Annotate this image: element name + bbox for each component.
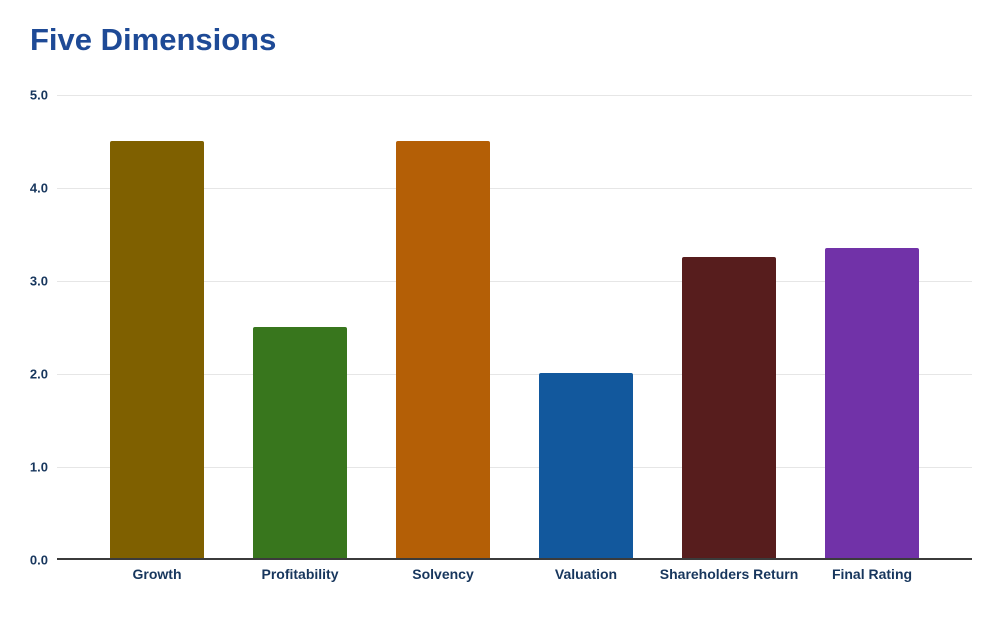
x-label-text: Shareholders Return: [659, 566, 799, 582]
x-label-text: Solvency: [412, 566, 474, 582]
gridline-5.0: [57, 95, 972, 96]
x-label-text: Growth: [132, 566, 182, 582]
gridline-1.0: [57, 467, 972, 468]
bar-final-rating: [825, 247, 919, 558]
bar-growth: [110, 141, 204, 558]
x-label-growth: Growth: [110, 566, 204, 582]
plot-area: [57, 95, 972, 560]
y-tick-label-3.0: 3.0: [29, 273, 48, 289]
y-tick-label-1.0: 1.0: [29, 459, 48, 475]
bar-profitability: [253, 326, 347, 558]
x-label-valuation: Valuation: [539, 566, 633, 582]
y-tick-label-5.0: 5.0: [29, 87, 48, 103]
chart-title: Five Dimensions: [30, 22, 277, 57]
y-tick-label-0.0: 0.0: [29, 552, 48, 568]
bars-row: [110, 95, 919, 558]
gridline-3.0: [57, 281, 972, 282]
x-label-text: Valuation: [554, 566, 618, 582]
x-label-text: Profitability: [261, 566, 339, 582]
x-axis-labels: Growth Profitability Solvency Valuation Shar…: [110, 566, 919, 582]
y-tick-label-4.0: 4.0: [29, 180, 48, 196]
gridline-2.0: [57, 374, 972, 375]
x-label-solvency: Solvency: [396, 566, 490, 582]
x-label-final-rating: Final Rating: [825, 566, 919, 582]
bar-solvency: [396, 141, 490, 558]
x-label-profitability: Profitability: [253, 566, 347, 582]
y-tick-label-2.0: 2.0: [29, 366, 48, 382]
bar-shareholders-return: [682, 257, 776, 558]
x-label-text: Final Rating: [831, 566, 913, 582]
gridline-4.0: [57, 188, 972, 189]
x-label-shareholders-return: Shareholders Return: [660, 566, 798, 582]
bar-valuation: [539, 372, 633, 558]
